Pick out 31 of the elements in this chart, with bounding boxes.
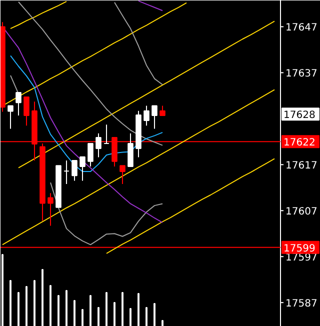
y-tick-label: 17647 [286, 22, 318, 34]
y-tick-label: 17607 [286, 206, 318, 218]
candlestick [144, 105, 150, 126]
y-tick-label: 17587 [286, 298, 318, 310]
candlestick [128, 132, 134, 167]
candlestick [96, 132, 102, 158]
line-series [138, 0, 163, 12]
line-series [18, 1, 163, 146]
y-tick-label: 17637 [286, 68, 318, 80]
y-tick-label: 17597 [286, 252, 318, 264]
y-tick-label: 17617 [286, 160, 318, 172]
line-series [10, 0, 67, 30]
candlestick [8, 105, 14, 130]
candlestick [160, 105, 166, 116]
candlestick [64, 160, 70, 184]
line-series [114, 2, 163, 86]
candlestick [72, 160, 78, 182]
candlestick [104, 124, 110, 144]
line-series [106, 158, 275, 254]
ref-line-label: 17599 [284, 243, 316, 254]
candlestick [80, 156, 86, 182]
ref-line-label: 17622 [284, 138, 316, 149]
line-series [2, 89, 275, 246]
annotation: 17628 [284, 110, 316, 122]
candlestick [16, 92, 22, 116]
line-series [18, 20, 275, 168]
candlestick [152, 105, 158, 130]
candlestick [88, 143, 94, 167]
candlestick [48, 192, 54, 226]
candlestick [120, 165, 126, 184]
candlestick [24, 96, 30, 126]
